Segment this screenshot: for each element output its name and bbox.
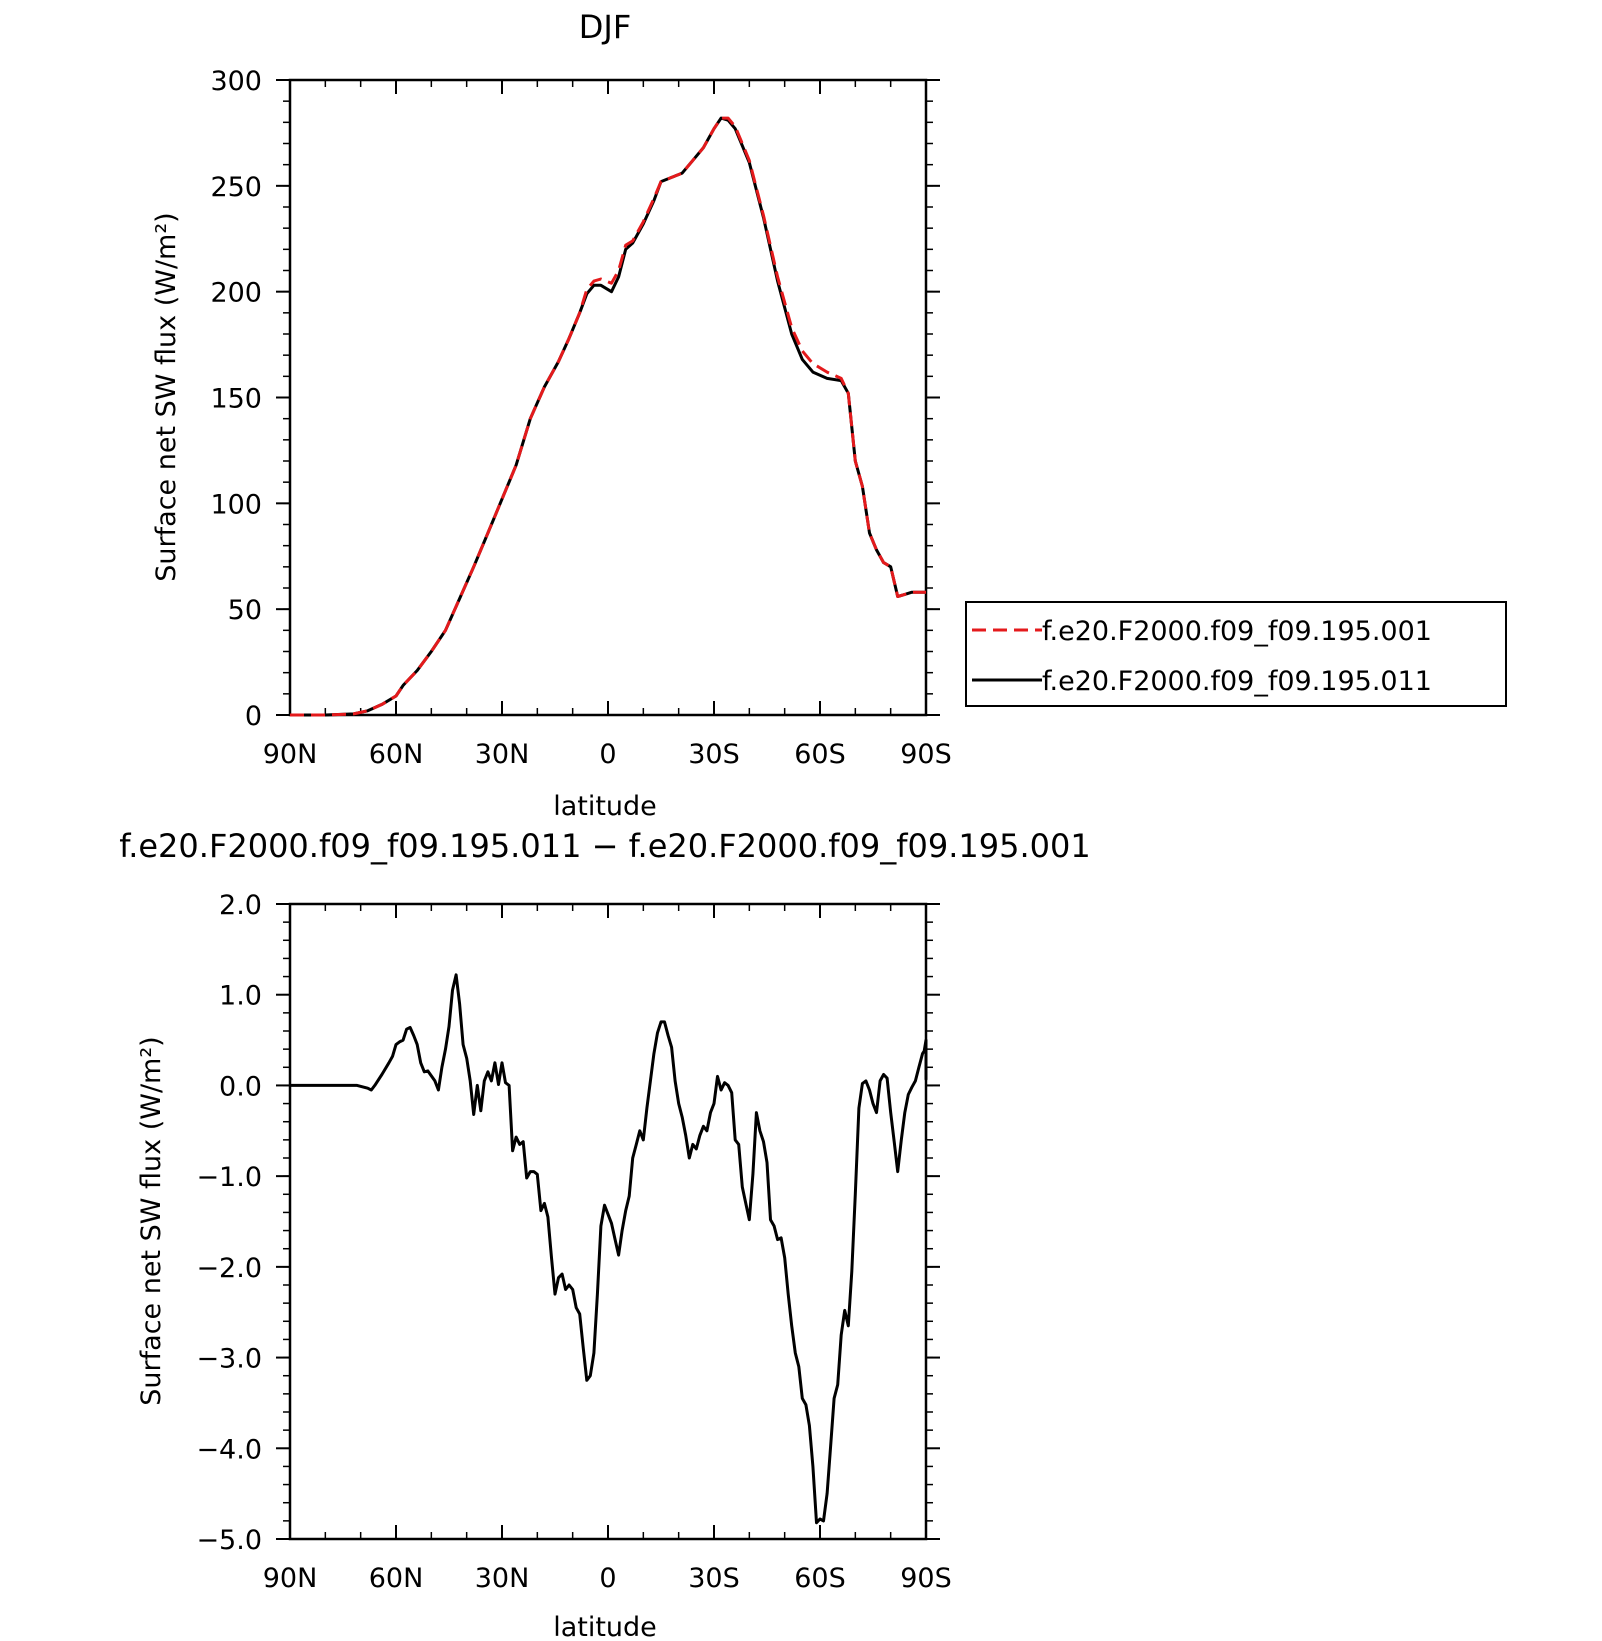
bottom-y-tick-label: 1.0	[219, 981, 262, 1012]
legend: f.e20.F2000.f09_f09.195.001 f.e20.F2000.…	[965, 601, 1507, 707]
top-x-tick-label: 0	[599, 739, 616, 770]
bottom-y-tick-label: −4.0	[196, 1434, 262, 1465]
top-y-tick-label: 150	[210, 384, 262, 415]
bottom-x-tick-labels: 90N 60N 30N 0 30S 60S 90S	[263, 1563, 952, 1594]
bottom-y-tick-label: −3.0	[196, 1344, 262, 1375]
top-y-tick-labels: 0 50 100 150 200 250 300	[210, 66, 262, 732]
top-panel: DJF 90N 60N 30N 0 30S 60S 90S 0 50 100 150 200 250 3…	[151, 8, 1507, 822]
top-y-tick-label: 100	[210, 489, 262, 520]
top-y-tick-label: 0	[245, 701, 262, 732]
top-x-tick-label: 30S	[688, 739, 740, 770]
bottom-y-tick-label: −2.0	[196, 1253, 262, 1284]
bottom-y-tick-label: −1.0	[196, 1162, 262, 1193]
bottom-series-line-solid	[290, 973, 928, 1525]
legend-label-011: f.e20.F2000.f09_f09.195.011	[1042, 666, 1432, 697]
top-axes-ticks	[276, 79, 940, 716]
bottom-panel: f.e20.F2000.f09_f09.195.011 − f.e20.F200…	[119, 827, 1091, 1641]
top-x-tick-label: 60S	[794, 739, 846, 770]
top-x-tick-label: 30N	[475, 739, 530, 770]
bottom-x-tick-label: 90S	[900, 1563, 952, 1594]
top-series-line-dashed	[290, 116, 926, 717]
bottom-x-tick-label: 0	[599, 1563, 616, 1594]
top-y-tick-label: 300	[210, 66, 262, 97]
bottom-x-tick-label: 90N	[263, 1563, 318, 1594]
bottom-series-lines	[290, 973, 928, 1525]
top-y-tick-label: 200	[210, 278, 262, 309]
top-series-lines	[290, 116, 926, 717]
top-y-axis-label: Surface net SW flux (W/m²)	[151, 212, 182, 581]
bottom-x-tick-label: 30N	[475, 1563, 530, 1594]
bottom-axes-ticks	[276, 903, 940, 1540]
legend-box	[965, 601, 1507, 707]
top-x-tick-labels: 90N 60N 30N 0 30S 60S 90S	[263, 739, 952, 770]
bottom-x-axis-label: latitude	[553, 1612, 657, 1641]
bottom-y-tick-label: 2.0	[219, 890, 262, 921]
bottom-x-tick-label: 60N	[369, 1563, 424, 1594]
bottom-x-tick-label: 60S	[794, 1563, 846, 1594]
top-chart-title: DJF	[579, 8, 631, 46]
top-y-tick-label: 50	[228, 595, 262, 626]
top-y-tick-label: 250	[210, 172, 262, 203]
bottom-y-tick-labels: 2.0 1.0 0.0 −1.0 −2.0 −3.0 −4.0 −5.0	[196, 890, 262, 1556]
bottom-y-tick-label: −5.0	[196, 1525, 262, 1556]
top-plot-frame	[288, 78, 928, 717]
bottom-plot-frame	[288, 902, 928, 1541]
top-x-tick-label: 90N	[263, 739, 318, 770]
top-x-axis-label: latitude	[553, 791, 657, 822]
top-x-tick-label: 90S	[900, 739, 952, 770]
top-series-line-solid	[290, 116, 926, 717]
bottom-y-tick-label: 0.0	[219, 1071, 262, 1102]
bottom-x-tick-label: 30S	[688, 1563, 740, 1594]
bottom-y-axis-label: Surface net SW flux (W/m²)	[136, 1036, 167, 1405]
top-x-tick-label: 60N	[369, 739, 424, 770]
legend-label-001: f.e20.F2000.f09_f09.195.001	[1042, 616, 1432, 647]
bottom-chart-title: f.e20.F2000.f09_f09.195.011 − f.e20.F200…	[119, 827, 1091, 865]
